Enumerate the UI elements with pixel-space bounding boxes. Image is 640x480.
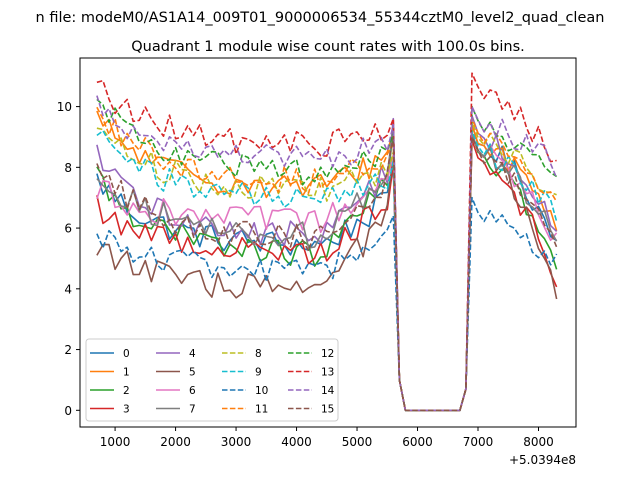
y-tick-label: 10 — [57, 100, 72, 114]
series-line-10 — [96, 196, 558, 412]
legend-label-14: 14 — [321, 385, 335, 397]
legend-label-2: 2 — [123, 385, 130, 397]
series-line-11 — [96, 106, 558, 412]
x-axis: 1000 2000 3000 4000 5000 6000 7000 8000 — [100, 427, 554, 449]
series-line-8 — [96, 121, 557, 412]
legend-label-13: 13 — [321, 367, 334, 379]
series-line-4 — [96, 114, 558, 412]
legend-label-3: 3 — [123, 404, 130, 416]
figure-suptitle: n file: modeM0/AS1A14_009T01_9000006534_… — [36, 10, 605, 26]
x-tick-label: 3000 — [221, 435, 252, 449]
y-tick-label: 8 — [64, 161, 72, 175]
plot-lines — [96, 72, 558, 412]
legend-label-11: 11 — [255, 404, 268, 416]
chart-title: Quadrant 1 module wise count rates with … — [131, 39, 525, 55]
plot-frame — [79, 57, 577, 428]
legend-label-4: 4 — [189, 348, 196, 360]
x-tick-label: 6000 — [402, 435, 433, 449]
x-tick-label: 8000 — [523, 435, 554, 449]
x-tick-label: 2000 — [160, 435, 191, 449]
y-tick-label: 6 — [64, 222, 72, 236]
y-tick-label: 4 — [64, 282, 72, 296]
legend-label-7: 7 — [189, 404, 196, 416]
legend-label-1: 1 — [123, 367, 130, 379]
y-tick-label: 2 — [64, 343, 72, 357]
legend-box — [85, 338, 339, 422]
x-offset-label: +5.0394e8 — [509, 453, 576, 467]
y-axis: 0 2 4 6 8 10 — [57, 100, 80, 418]
series-line-9 — [96, 130, 558, 412]
legend-label-8: 8 — [255, 348, 262, 360]
legend-label-9: 9 — [255, 367, 262, 379]
series-line-3 — [96, 139, 558, 412]
x-tick-label: 1000 — [100, 435, 131, 449]
legend-label-15: 15 — [321, 404, 334, 416]
y-tick-label: 0 — [64, 404, 72, 418]
x-tick-label: 7000 — [463, 435, 494, 449]
x-tick-label: 4000 — [281, 435, 312, 449]
legend-label-5: 5 — [189, 367, 196, 379]
legend-label-12: 12 — [321, 348, 334, 360]
legend-label-0: 0 — [123, 348, 130, 360]
series-line-15 — [96, 136, 558, 412]
x-tick-label: 5000 — [342, 435, 373, 449]
series-line-13 — [96, 72, 557, 412]
series-line-1 — [96, 110, 558, 412]
legend-label-6: 6 — [189, 385, 196, 397]
series-line-14 — [96, 95, 558, 412]
series-line-7 — [96, 124, 558, 412]
legend-label-10: 10 — [255, 385, 268, 397]
